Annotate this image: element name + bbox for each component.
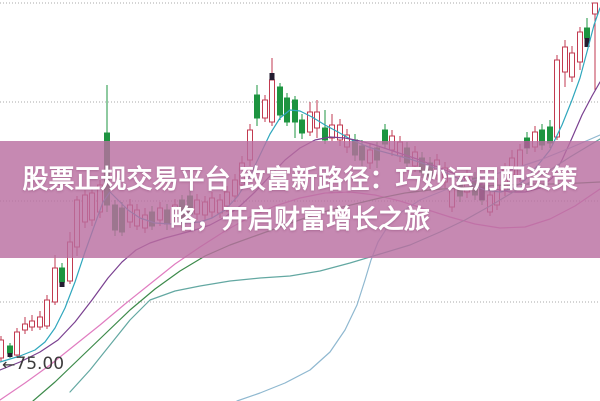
price-marker: ← 75.00	[2, 354, 64, 374]
price-marker-value: 75.00	[15, 354, 65, 374]
headline-line-1: 股票正规交易平台 致富新路径：巧妙运用配资策	[22, 164, 578, 195]
headline-overlay-banner: 股票正规交易平台 致富新路径：巧妙运用配资策 略，开启财富增长之旅	[0, 141, 600, 258]
headline-line-2: 略，开启财富增长之旅	[169, 204, 430, 235]
left-arrow-icon: ←	[2, 354, 16, 374]
